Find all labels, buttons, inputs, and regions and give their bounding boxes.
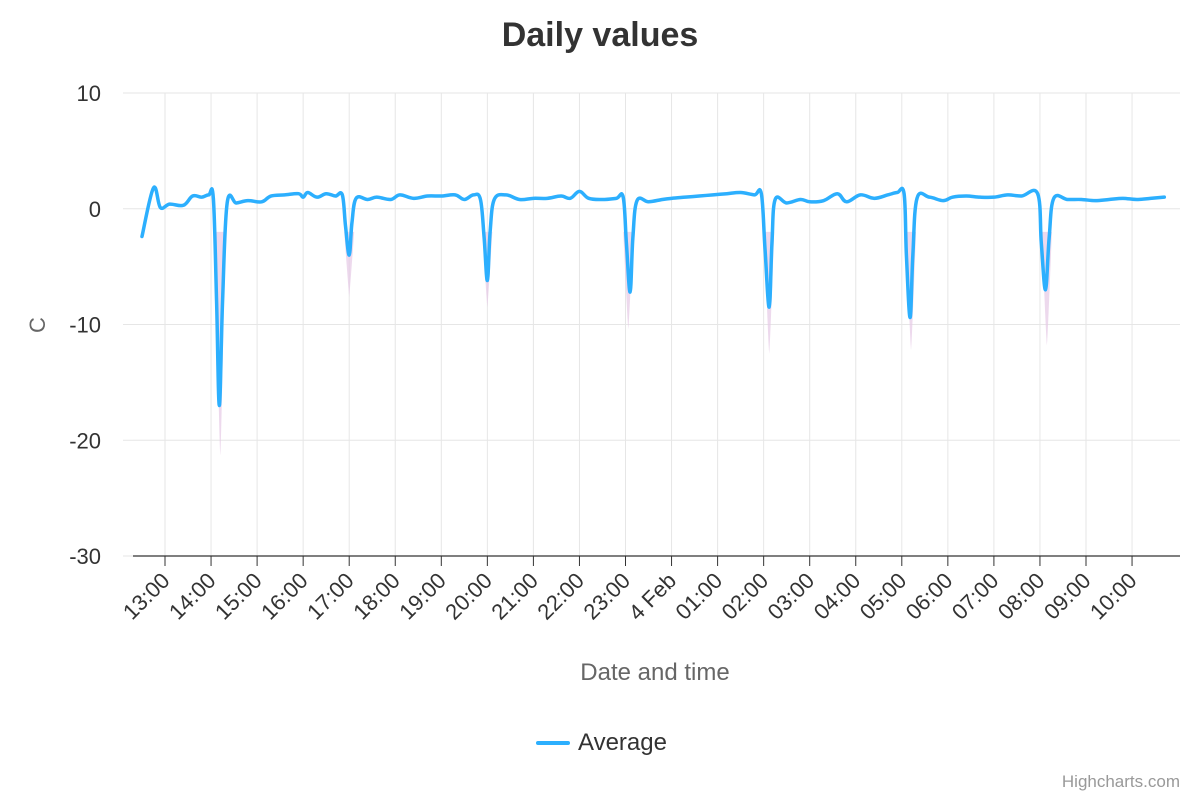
range-band-layer xyxy=(215,232,1052,455)
x-tick-label: 15:00 xyxy=(210,568,267,625)
x-tick-label: 14:00 xyxy=(164,568,221,625)
x-tick-label: 01:00 xyxy=(671,568,728,625)
x-tick-label: 21:00 xyxy=(486,568,543,625)
x-tick-label: 20:00 xyxy=(440,568,497,625)
y-tick-label: 10 xyxy=(77,81,101,106)
x-tick-label: 07:00 xyxy=(947,568,1004,625)
x-tick-label: 09:00 xyxy=(1039,568,1096,625)
x-tick-label: 10:00 xyxy=(1085,568,1142,625)
series-layer xyxy=(142,187,1165,406)
chart-title: Daily values xyxy=(502,16,699,54)
x-tick-label: 06:00 xyxy=(901,568,958,625)
x-tick-label: 16:00 xyxy=(256,568,313,625)
x-tick-label: 08:00 xyxy=(993,568,1050,625)
x-tick-label: 05:00 xyxy=(855,568,912,625)
y-axis-title: C xyxy=(25,317,50,333)
x-tick-label: 04:00 xyxy=(809,568,866,625)
x-tick-label: 17:00 xyxy=(302,568,359,625)
grid-layer xyxy=(123,93,1180,556)
x-axis-title: Date and time xyxy=(580,659,729,686)
y-tick-label: -20 xyxy=(69,428,101,453)
series-line-average xyxy=(142,187,1164,405)
credit-link[interactable]: Highcharts.com xyxy=(1062,772,1180,792)
x-tick-label: 19:00 xyxy=(394,568,451,625)
axis-layer: 10 0 -10 -20 -30 13:0014:0015:0016:0017:0018:… xyxy=(69,81,1180,625)
y-tick-label: 0 xyxy=(89,197,101,222)
x-tick-label: 03:00 xyxy=(763,568,820,625)
x-tick-label: 02:00 xyxy=(717,568,774,625)
x-tick-label: 23:00 xyxy=(578,568,635,625)
x-tick-label: 13:00 xyxy=(118,568,175,625)
x-tick-label: 18:00 xyxy=(348,568,405,625)
y-tick-label: -30 xyxy=(69,544,101,569)
x-tick-label: 4 Feb xyxy=(624,568,681,625)
y-tick-label: -10 xyxy=(69,313,101,338)
legend-item-average[interactable]: Average xyxy=(578,729,667,756)
legend[interactable]: Average xyxy=(538,729,667,756)
x-tick-label: 22:00 xyxy=(532,568,589,625)
